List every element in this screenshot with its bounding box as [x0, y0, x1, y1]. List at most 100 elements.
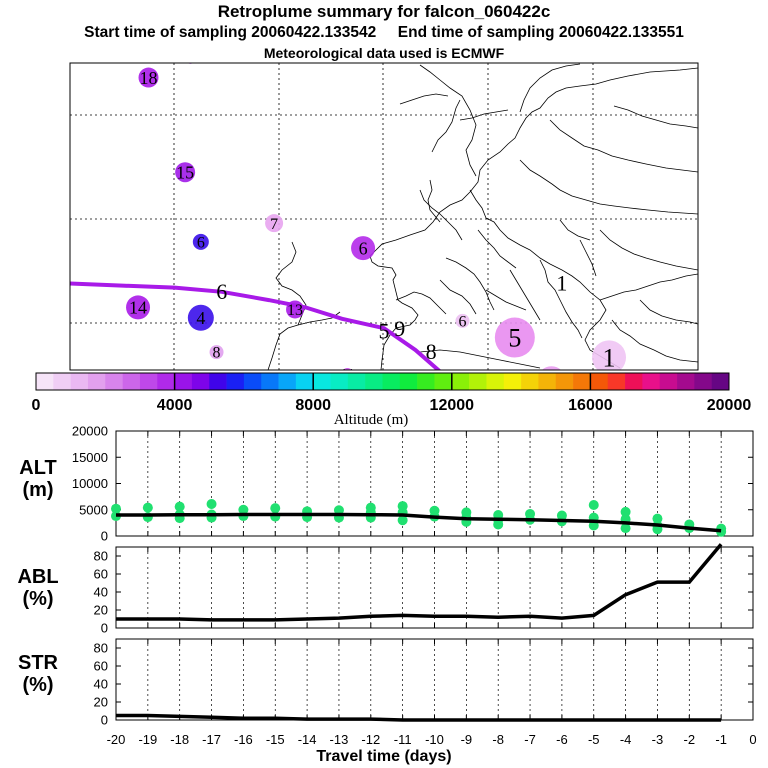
- y-tick-label: 10000: [72, 476, 108, 491]
- cluster-marker: 6: [192, 233, 209, 251]
- colorbar-swatch: [625, 373, 643, 390]
- str-panel-label: STR (%): [8, 652, 68, 696]
- x-tick-label: -6: [556, 732, 568, 747]
- cluster-dot: [265, 214, 284, 233]
- y-tick-label: 5000: [79, 502, 108, 517]
- x-tick-label: -1: [715, 732, 727, 747]
- map-area: 1817157661441386511211744432324491065981: [70, 48, 698, 384]
- alt-scatter-point: [270, 503, 281, 514]
- y-tick-label: 20000: [72, 424, 108, 439]
- colorbar-swatch: [451, 373, 470, 390]
- colorbar-swatch: [573, 373, 591, 390]
- colorbar-swatch: [53, 373, 71, 390]
- y-tick-label: 0: [101, 713, 108, 728]
- cluster-label: 13: [287, 302, 303, 319]
- colorbar-swatch: [347, 373, 366, 390]
- colorbar-swatch: [261, 373, 279, 390]
- alt-scatter-point: [174, 501, 185, 512]
- x-tick-label: 0: [749, 732, 756, 747]
- cluster-marker: 14: [126, 295, 151, 320]
- y-tick-label: 15000: [72, 450, 108, 465]
- met-data-label: Meteorological data used is ECMWF: [263, 45, 505, 61]
- colorbar-swatch: [486, 373, 505, 390]
- cluster-dot: [192, 233, 209, 250]
- sampling-times: Start time of sampling 20060422.133542 E…: [0, 24, 768, 42]
- alt-series-line: [116, 512, 722, 533]
- x-tick-label: -11: [394, 732, 412, 747]
- alt-scatter-point: [142, 502, 153, 513]
- cluster-label: 18: [140, 68, 158, 88]
- x-tick-label: -20: [107, 732, 126, 747]
- x-tick-label: -8: [492, 732, 504, 747]
- x-tick-label: -12: [361, 732, 380, 747]
- cluster-marker: 18: [138, 67, 159, 88]
- colorbar-swatch: [105, 373, 123, 390]
- colorbar-tick-label: 0: [32, 397, 41, 414]
- cluster-label: 6: [459, 314, 467, 331]
- colorbar-tick-label: 8000: [295, 397, 331, 414]
- y-tick-label: 0: [101, 529, 108, 544]
- cluster-label: 1: [556, 270, 567, 295]
- colorbar-tick-label: 20000: [707, 397, 752, 414]
- cluster-dot: [286, 300, 305, 319]
- cluster-label: 6: [359, 238, 368, 258]
- colorbar-swatch: [607, 373, 626, 390]
- str-panel: 0 20 40 60 80: [94, 638, 754, 728]
- y-tick-label: 20: [94, 603, 108, 618]
- colorbar-swatch: [209, 373, 227, 390]
- cluster-label: 17: [182, 48, 198, 65]
- colorbar-swatch: [538, 373, 557, 390]
- colorbar-swatch: [226, 373, 245, 390]
- colorbar-label: Altitude (m): [334, 412, 409, 428]
- cluster-dot: [351, 236, 376, 261]
- retroplume-trajectory: [70, 281, 442, 370]
- cluster-dot: [175, 162, 196, 183]
- colorbar-swatch: [139, 373, 158, 390]
- colorbar-swatch: [694, 373, 712, 390]
- colorbar-swatch: [330, 373, 349, 390]
- alt-label-name: ALT: [19, 457, 57, 479]
- cluster-dot: [138, 67, 159, 88]
- colorbar-swatch: [677, 373, 695, 390]
- x-tick-label: -19: [138, 732, 157, 747]
- y-tick-label: 40: [94, 585, 108, 600]
- colorbar-swatch: [70, 373, 89, 390]
- alt-label-unit: (m): [22, 479, 54, 501]
- cluster-label: 14: [129, 298, 147, 318]
- cluster-markers: 1817157661441386511211744432324491065981: [126, 48, 627, 384]
- alt-panel: 0 5000 10000 15000 20000: [72, 424, 754, 544]
- cluster-marker: 8: [209, 345, 224, 362]
- x-tick-label: -9: [461, 732, 473, 747]
- alt-scatter-point: [620, 506, 631, 517]
- x-tick-label: -17: [202, 732, 221, 747]
- colorbar-swatch: [295, 373, 314, 390]
- colorbar-swatch: [503, 373, 522, 390]
- colorbar-swatch: [555, 373, 574, 390]
- str-series-line: [116, 713, 722, 722]
- map-gridlines: [70, 63, 698, 370]
- alt-scatter-point: [588, 500, 599, 511]
- str-label-unit: (%): [22, 674, 54, 696]
- cluster-dot: [209, 345, 224, 360]
- cluster-label: 4: [196, 308, 205, 328]
- colorbar-swatch: [417, 373, 435, 390]
- cluster-marker: 13: [286, 300, 305, 319]
- x-tick-label: -4: [620, 732, 632, 747]
- abl-label-unit: (%): [22, 588, 54, 610]
- colorbar-swatch: [590, 373, 609, 390]
- colorbar-swatch: [469, 373, 487, 390]
- cluster-marker: 4: [187, 304, 214, 331]
- colorbar-swatch: [382, 373, 401, 390]
- y-tick-label: 40: [94, 677, 108, 692]
- cluster-marker: 5: [494, 317, 535, 358]
- cluster-label: 5: [508, 324, 521, 353]
- alt-scatter-point: [111, 503, 121, 514]
- cluster-dot: [541, 366, 562, 370]
- y-tick-label: 0: [101, 621, 108, 636]
- cluster-label: 11: [340, 367, 355, 384]
- colorbar-tick-label: 12000: [430, 397, 475, 414]
- x-tick-label: -15: [266, 732, 285, 747]
- cluster-dot: [342, 367, 352, 370]
- x-tick-label: -5: [588, 732, 600, 747]
- cluster-label: 7: [270, 216, 278, 233]
